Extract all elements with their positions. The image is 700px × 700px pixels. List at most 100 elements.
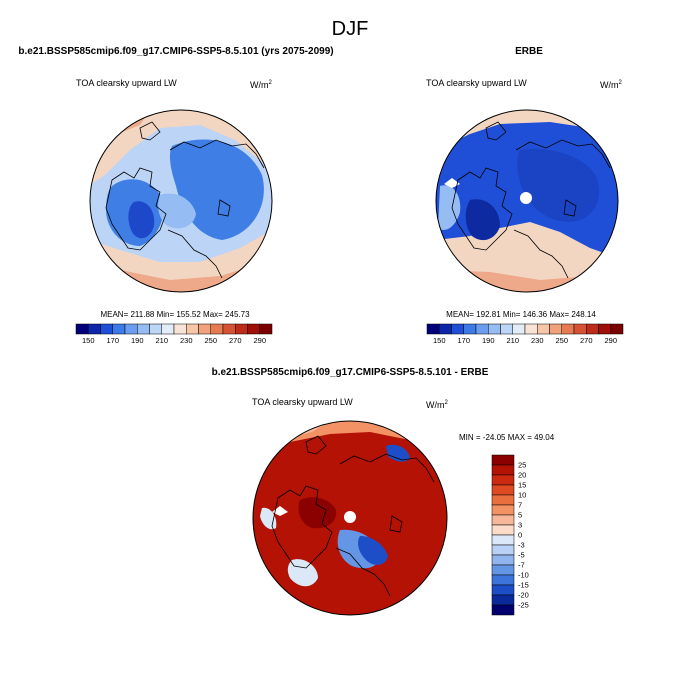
panel-c-colorbar-tick-label: 25 <box>518 461 526 470</box>
panel-b-colorbar-swatch <box>586 323 599 335</box>
panel-c-units: W/m2 <box>426 400 449 410</box>
panel-c-colorbar-tick-label: -25 <box>518 601 529 610</box>
panel-a-colorbar-tick-label: 210 <box>155 336 168 345</box>
panel-c-pole-gap <box>344 511 356 523</box>
panel-c-header: b.e21.BSSP585cmip6.f09_g17.CMIP6-SSP5-8.… <box>212 367 489 378</box>
panel-a-colorbar-tick-label: 270 <box>229 336 242 345</box>
panel-c-colorbar-swatch <box>491 524 515 536</box>
panel-a-cold-core <box>128 201 155 239</box>
panel-a-colorbar-swatch <box>222 323 236 335</box>
figure-title: DJF <box>332 18 369 40</box>
panel-a-polar-map <box>89 109 273 293</box>
panel-a-colorbar-swatch <box>259 323 273 335</box>
panel-c-coast-island <box>389 515 403 533</box>
panel-c-colorbar-swatch <box>491 584 515 596</box>
panel-a-colorbar-tick-label: 250 <box>204 336 217 345</box>
panel-a-arctic-ocean <box>158 193 196 229</box>
panel-b-colorbar-swatch <box>488 323 501 335</box>
panel-b-colorbar-tick-label: 190 <box>482 336 495 345</box>
panel-c-colorbar-tick-label: 15 <box>518 481 526 490</box>
panel-b-colorbar-tick-label: 290 <box>604 336 617 345</box>
panel-c-cool-core <box>358 536 388 565</box>
panel-a-coast-america <box>167 229 223 279</box>
panel-b-variable: TOA clearsky upward LW <box>426 78 527 88</box>
panel-a-colorbar-tick-label: 190 <box>131 336 144 345</box>
panel-b-cold-siberia <box>517 149 600 222</box>
panel-c-coast-greenland <box>271 485 333 569</box>
panel-c-colorbar-swatch <box>491 594 515 606</box>
panel-c-core-warm <box>298 497 337 529</box>
panel-c-variable: TOA clearsky upward LW <box>252 397 353 407</box>
panel-c-coast-america <box>335 547 391 597</box>
panel-c-colorbar-swatch <box>491 494 515 506</box>
panel-b-colorbar-swatch <box>524 323 538 335</box>
panel-c-colorbar-swatch <box>491 554 515 566</box>
panel-b-colorbar-swatch <box>463 323 477 335</box>
panel-b-coast-greenland <box>451 167 513 251</box>
panel-b-colorbar-swatch <box>500 323 513 335</box>
panel-c-colorbar-tick-label: 20 <box>518 471 526 480</box>
panel-c-coast-1 <box>305 435 327 455</box>
panel-a-stats: MEAN= 211.88 Min= 155.52 Max= 245.73 <box>100 310 250 319</box>
panel-a-colorbar-tick-label: 230 <box>180 336 193 345</box>
panel-a-map-border <box>89 109 273 293</box>
panel-a-colorbar-swatch <box>235 323 248 335</box>
panel-c-colorbar-swatch <box>491 534 515 546</box>
panel-b-coast-island <box>563 199 577 217</box>
panel-b-units: W/m2 <box>600 80 623 90</box>
panel-a-coast-island <box>217 199 231 217</box>
panel-b-colorbar-swatch <box>549 323 562 335</box>
panel-c-colorbar-tick-label: -10 <box>518 571 529 580</box>
panel-b-cold-core <box>465 199 500 241</box>
panel-b-colorbar-swatch <box>451 323 464 335</box>
panel-c-colorbar-tick-label: 3 <box>518 521 522 530</box>
panel-c-polar-map <box>252 420 448 616</box>
panel-a-colorbar-swatch <box>210 323 224 335</box>
panel-a-colorbar-tick-label: 290 <box>253 336 266 345</box>
panel-a-colorbar: 150 170 190 210 230 250 270 290 <box>75 323 273 345</box>
panel-c-colorbar-swatch <box>491 464 515 476</box>
panel-b-stats: MEAN= 192.81 Min= 146.36 Max= 248.14 <box>446 310 596 319</box>
panel-a-colorbar-swatch <box>186 323 199 335</box>
panel-c-colorbar-swatch <box>491 474 515 486</box>
panel-b-colorbar-swatch <box>475 323 489 335</box>
panel-a-colorbar-swatch <box>247 323 260 335</box>
panel-b-colorbar-swatch <box>537 323 550 335</box>
panel-b-coast-eurasia <box>515 139 611 169</box>
panel-b-colorbar-tick-label: 210 <box>506 336 519 345</box>
panel-c-colorbar-swatch <box>491 514 515 526</box>
panel-c-colorbar-tick-label: -15 <box>518 581 529 590</box>
panel-a-colorbar-tick-label: 170 <box>106 336 119 345</box>
panel-c-colorbar-swatch <box>491 454 515 466</box>
panel-c-colorbar-tick-label: -3 <box>518 541 525 550</box>
panel-b-colorbar-tick-label: 150 <box>433 336 446 345</box>
panel-b-missing-patch <box>444 178 460 188</box>
panel-b-colorbar-tick-label: 170 <box>457 336 470 345</box>
panel-c-colorbar-tick-label: -20 <box>518 591 529 600</box>
panel-c-coast-eurasia <box>339 453 435 483</box>
panel-c-colorbar-tick-label: 7 <box>518 501 522 510</box>
panel-c-colorbar-swatch <box>491 564 515 576</box>
panel-a-colorbar-swatch <box>88 323 101 335</box>
panel-a-coast-greenland <box>105 167 167 251</box>
panel-a-colorbar-swatch <box>112 323 126 335</box>
panel-c-colorbar-swatch <box>491 484 515 496</box>
panel-a-units: W/m2 <box>250 80 273 90</box>
panel-a-colorbar-swatch <box>124 323 138 335</box>
panel-a-warm-top <box>90 110 272 185</box>
panel-a-colorbar-swatch <box>149 323 162 335</box>
panel-b-coast-1 <box>485 121 507 141</box>
panel-b-colorbar-swatch <box>598 323 611 335</box>
panel-a-colorbar-swatch <box>137 323 150 335</box>
panel-b-colorbar-tick-label: 250 <box>555 336 568 345</box>
panel-c-colorbar-swatch <box>491 544 515 556</box>
panel-b-colorbar-swatch <box>610 323 624 335</box>
panel-a-coast-1 <box>139 121 161 141</box>
panel-b-colorbar-tick-label: 230 <box>531 336 544 345</box>
panel-b-colorbar-swatch <box>573 323 587 335</box>
panel-a-colorbar-swatch <box>161 323 175 335</box>
panel-c-colorbar-swatch <box>491 574 515 586</box>
panel-a-header: b.e21.BSSP585cmip6.f09_g17.CMIP6-SSP5-8.… <box>18 46 333 57</box>
panel-a-colorbar-swatch <box>198 323 211 335</box>
